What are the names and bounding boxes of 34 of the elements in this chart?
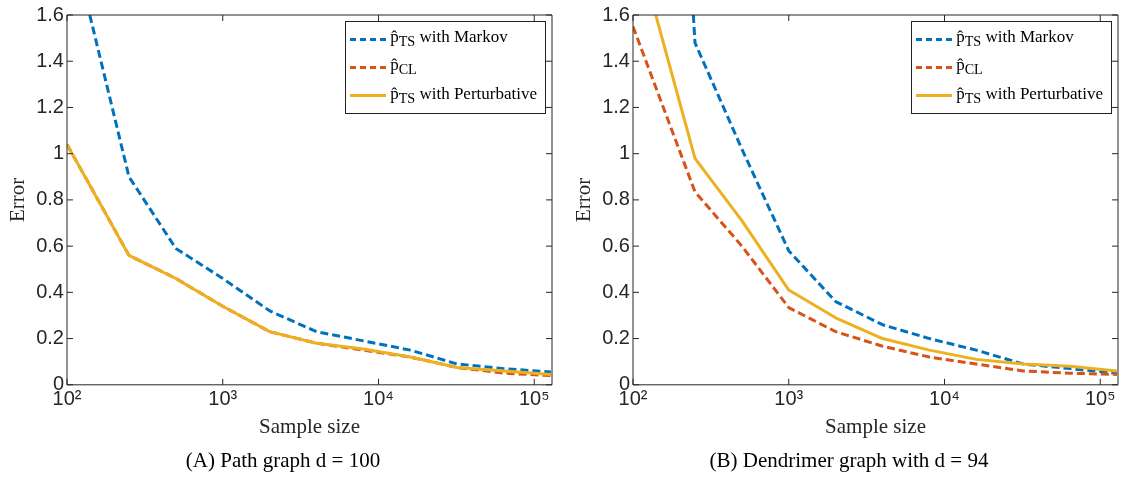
y-tick-label: 0.4	[36, 279, 64, 302]
y-tick-label: 1.6	[602, 2, 630, 25]
x-axis-title: Sample size	[825, 413, 926, 438]
y-tick-label: 1.4	[36, 48, 64, 71]
text: (A) Path graph d = 100	[184, 448, 382, 473]
y-tick-label: 1	[618, 141, 630, 164]
y-tick-label: 0.6	[602, 233, 630, 256]
legend-label: p̂$_{TS}$ with Perturbative	[956, 82, 1103, 109]
legend-label: p̂$_{TS}$ with Markov	[390, 26, 508, 52]
y-axis-title: Error	[571, 177, 596, 223]
y-tick-label: 1.6	[36, 2, 64, 25]
x-tick-label: 10⁵	[518, 387, 550, 410]
x-tick-label: 10⁴	[363, 387, 394, 410]
legend-label: p̂$_{TS}$ with Markov	[956, 26, 1074, 52]
y-tick-label: 0.4	[602, 279, 630, 302]
x-tick-label: 10⁴	[929, 387, 960, 410]
y-tick-label: 0.8	[36, 187, 64, 210]
y-tick-label: 1.2	[36, 94, 64, 117]
y-tick-label: 1.2	[602, 94, 630, 117]
y-tick-label: 0.2	[36, 326, 64, 349]
x-axis-title: Sample size	[259, 413, 360, 438]
y-tick-label: 1	[52, 141, 64, 164]
x-tick-label: 10⁵	[1084, 387, 1116, 410]
x-tick-label: 10³	[774, 387, 804, 410]
y-tick-label: 0.2	[602, 326, 630, 349]
legend-label: p̂$_{CL}$	[390, 54, 417, 80]
legend-label: p̂$_{TS}$ with Perturbative	[390, 82, 537, 109]
y-axis-title: Error	[5, 177, 30, 223]
text: (B) Dendrimer graph with d = 94	[708, 448, 990, 473]
x-tick-label: 10³	[208, 387, 238, 410]
y-tick-label: 0.8	[602, 187, 630, 210]
y-tick-label: 0.6	[36, 233, 64, 256]
legend-label: p̂$_{CL}$	[956, 54, 983, 80]
y-tick-label: 1.4	[602, 48, 630, 71]
